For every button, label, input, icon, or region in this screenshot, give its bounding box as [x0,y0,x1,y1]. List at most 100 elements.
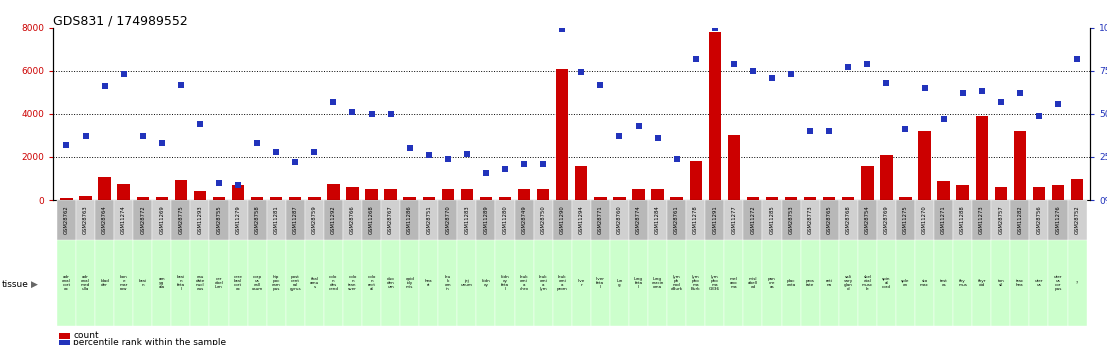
Point [401,146,418,151]
Text: pan
cre
as: pan cre as [768,277,776,289]
Point [954,90,972,96]
Bar [1048,200,1067,240]
Bar [899,197,912,200]
Text: GSM11288: GSM11288 [960,206,965,234]
Text: GSM11286: GSM11286 [407,206,412,234]
Bar [438,200,457,240]
Bar [880,155,892,200]
Text: GSM11294: GSM11294 [579,206,583,234]
Point [268,149,286,155]
Text: GSM11278: GSM11278 [693,206,699,234]
Bar [133,200,153,240]
Text: GSM28768: GSM28768 [846,206,851,234]
Bar [384,189,396,200]
Point [973,89,991,94]
Bar [556,69,568,200]
Point [878,80,896,86]
Bar [228,240,248,326]
Text: GSM11280: GSM11280 [503,206,507,234]
Point [1030,113,1047,118]
Bar [671,197,683,200]
Point [611,134,629,139]
Bar [953,240,972,326]
Bar [915,200,934,240]
Bar [785,197,797,200]
Bar [476,200,496,240]
Text: mel
ano
ma: mel ano ma [730,277,737,289]
Bar [651,189,664,200]
Bar [60,197,73,200]
Text: sto
mac: sto mac [920,279,929,287]
Bar [194,191,206,200]
Bar [1052,185,1064,200]
Bar [953,200,972,240]
Bar [613,197,625,200]
Text: GSM28772: GSM28772 [141,206,145,234]
Text: GSM28755: GSM28755 [217,206,221,234]
Text: lung
carcin
oma: lung carcin oma [651,277,664,289]
Bar [304,240,324,326]
Bar [938,181,950,200]
Text: GSM28752: GSM28752 [1075,206,1079,234]
Bar [156,197,168,200]
Bar [763,200,782,240]
Text: GSM11273: GSM11273 [980,206,984,234]
Bar [686,240,705,326]
Text: GSM11292: GSM11292 [331,206,335,234]
Bar [1070,179,1084,200]
Bar [476,240,496,326]
Bar [172,200,190,240]
Text: lung
feta
l: lung feta l [634,277,643,289]
Text: lym
ph
nod
eBurk: lym ph nod eBurk [671,275,683,291]
Point [801,128,819,134]
Point [763,75,780,80]
Bar [438,240,457,326]
Bar [343,200,362,240]
Bar [934,240,953,326]
Point [915,85,933,91]
Bar [858,200,877,240]
Text: GSM11272: GSM11272 [751,206,755,234]
Bar [328,184,340,200]
Text: live
r: live r [578,279,584,287]
Bar [991,240,1011,326]
Bar [136,197,149,200]
Point [649,135,666,141]
Bar [442,189,454,200]
Point [630,123,648,129]
Point [706,25,724,30]
Bar [362,200,381,240]
Bar [648,240,668,326]
Text: skel
etal
musc
le: skel etal musc le [861,275,873,291]
Bar [1014,131,1026,200]
Bar [877,200,896,240]
Bar [534,200,552,240]
Bar [994,187,1007,200]
Text: GSM11270: GSM11270 [922,206,927,234]
Bar [289,197,301,200]
Bar [956,185,969,200]
Bar [1048,240,1067,326]
Bar [800,200,819,240]
Bar [133,240,153,326]
Text: GSM28758: GSM28758 [255,206,260,234]
Bar [95,240,114,326]
Bar [1030,200,1048,240]
Point [535,161,552,167]
Text: GSM11277: GSM11277 [732,206,736,234]
Text: uter
us
cor
pus: uter us cor pus [1054,275,1063,291]
Bar [76,240,95,326]
Bar [362,240,381,326]
Bar [209,240,228,326]
Bar [972,200,991,240]
Point [477,170,495,175]
Point [420,152,437,158]
Bar [915,240,934,326]
Text: GSM28754: GSM28754 [865,206,870,234]
Bar [572,200,591,240]
Bar [1011,240,1030,326]
Text: lym
pho
ma
Burk: lym pho ma Burk [691,275,701,291]
Text: misl
abell
ed: misl abell ed [748,277,758,289]
Point [725,61,743,67]
Text: GDS831 / 174989552: GDS831 / 174989552 [53,14,188,28]
